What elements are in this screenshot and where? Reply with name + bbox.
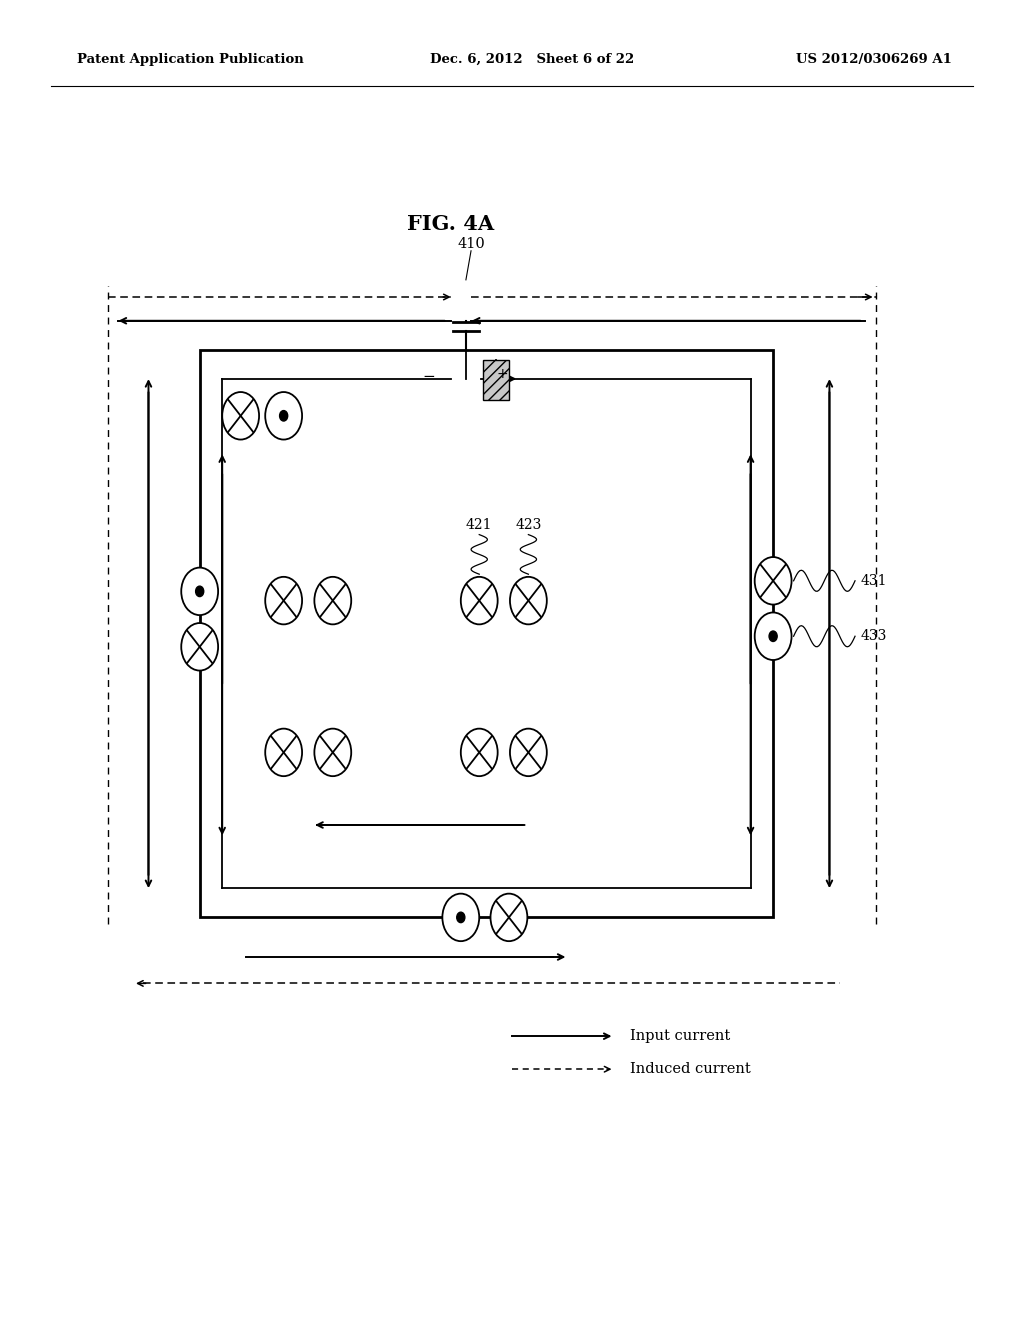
Circle shape bbox=[314, 729, 351, 776]
Circle shape bbox=[510, 729, 547, 776]
Circle shape bbox=[755, 557, 792, 605]
Circle shape bbox=[755, 612, 792, 660]
Circle shape bbox=[181, 568, 218, 615]
Bar bbox=[200, 350, 773, 917]
Circle shape bbox=[265, 577, 302, 624]
Bar bbox=[483, 360, 509, 400]
Text: 423: 423 bbox=[515, 517, 542, 532]
Circle shape bbox=[314, 577, 351, 624]
Text: Dec. 6, 2012   Sheet 6 of 22: Dec. 6, 2012 Sheet 6 of 22 bbox=[430, 53, 634, 66]
Circle shape bbox=[222, 392, 259, 440]
Circle shape bbox=[457, 912, 465, 923]
Text: US 2012/0306269 A1: US 2012/0306269 A1 bbox=[797, 53, 952, 66]
Text: 421: 421 bbox=[466, 517, 493, 532]
Text: 410: 410 bbox=[457, 236, 485, 251]
Circle shape bbox=[265, 392, 302, 440]
Circle shape bbox=[769, 631, 777, 642]
Text: Input current: Input current bbox=[630, 1030, 730, 1043]
Circle shape bbox=[461, 729, 498, 776]
Circle shape bbox=[490, 894, 527, 941]
Text: 433: 433 bbox=[860, 630, 887, 643]
Circle shape bbox=[442, 894, 479, 941]
Circle shape bbox=[280, 411, 288, 421]
Circle shape bbox=[510, 577, 547, 624]
Circle shape bbox=[265, 729, 302, 776]
Circle shape bbox=[196, 586, 204, 597]
Text: Induced current: Induced current bbox=[630, 1063, 751, 1076]
Text: −: − bbox=[423, 368, 435, 384]
Text: +: + bbox=[497, 367, 508, 380]
Circle shape bbox=[181, 623, 218, 671]
Text: 431: 431 bbox=[860, 574, 887, 587]
Circle shape bbox=[461, 577, 498, 624]
Text: Patent Application Publication: Patent Application Publication bbox=[77, 53, 303, 66]
Text: FIG. 4A: FIG. 4A bbox=[407, 214, 495, 235]
